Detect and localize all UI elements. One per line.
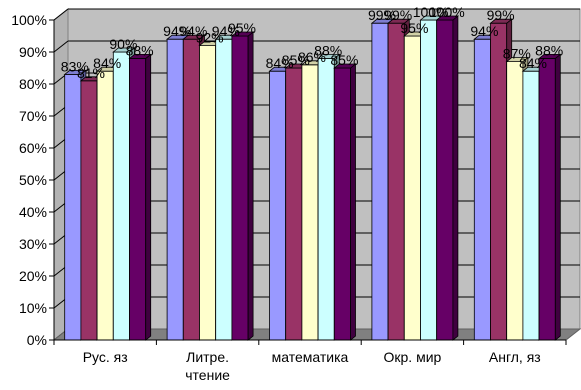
data-label: 85%	[330, 52, 358, 68]
bar-top	[333, 63, 357, 69]
gridline-side	[53, 40, 69, 53]
y-tick-label: 10%	[19, 300, 47, 316]
bar	[436, 19, 454, 341]
bar	[166, 38, 184, 341]
y-tick-label: 50%	[19, 172, 47, 188]
bar-top	[128, 54, 152, 59]
bar	[317, 58, 335, 341]
bar-top	[505, 57, 530, 62]
bar-top	[386, 18, 411, 24]
bar	[371, 22, 389, 341]
x-tick-label: Окр. мир	[383, 349, 441, 365]
data-label: 84%	[519, 55, 547, 71]
x-tick-label: Рус. яз	[83, 349, 128, 365]
data-label: 99%	[487, 7, 515, 23]
bar-top	[537, 54, 562, 59]
bar-top	[63, 70, 88, 75]
bar	[490, 22, 508, 341]
data-label: 99%	[384, 7, 412, 23]
data-label: 92%	[196, 30, 224, 46]
data-label: 100%	[413, 4, 449, 20]
y-tick-label: 70%	[19, 108, 47, 124]
data-label: 88%	[314, 42, 342, 58]
x-tick-label: Литре. чтение	[185, 349, 230, 383]
data-labels: 83%81%84%90%88%94%94%92%94%95%84%85%86%8…	[61, 4, 563, 81]
bar-top	[316, 54, 341, 59]
y-tick-label: 60%	[19, 140, 47, 156]
y-tick-label: 30%	[19, 236, 47, 252]
data-label: 88%	[126, 42, 154, 58]
bar	[522, 70, 540, 341]
data-label: 87%	[503, 46, 531, 62]
bar-side	[247, 31, 254, 341]
bars	[63, 15, 562, 341]
y-tick-label: 0%	[27, 332, 47, 348]
data-label: 94%	[179, 23, 207, 39]
bar-top	[230, 31, 255, 37]
data-label: 85%	[282, 52, 310, 68]
data-label: 83%	[61, 58, 89, 74]
data-label: 94%	[163, 23, 191, 39]
bar-top	[182, 34, 206, 40]
data-label: 84%	[93, 55, 121, 71]
bar	[403, 35, 421, 341]
data-label: 90%	[109, 36, 137, 52]
bar	[420, 19, 438, 341]
bar	[182, 38, 200, 341]
bar-top	[489, 18, 513, 24]
bar	[64, 74, 82, 341]
bar-side	[554, 53, 561, 341]
bar-side	[350, 63, 356, 341]
bar	[333, 67, 351, 341]
y-tick-label: 40%	[19, 204, 47, 220]
data-label: 81%	[77, 65, 105, 81]
bar	[129, 58, 147, 341]
y-tick-label: 100%	[11, 12, 47, 28]
bar	[231, 35, 249, 341]
bar	[96, 70, 114, 341]
x-axis: Рус. яз Литре. чтение математика Окр. мир Анг…	[53, 339, 567, 383]
bar-side	[452, 15, 459, 341]
y-tick-label: 80%	[19, 76, 47, 92]
data-label: 95%	[228, 20, 256, 36]
y-tick-label: 90%	[19, 44, 47, 60]
bar	[269, 70, 287, 341]
data-label: 88%	[535, 42, 563, 58]
bar	[112, 51, 130, 341]
bar-side	[145, 53, 152, 341]
data-label: 99%	[368, 7, 396, 23]
y-axis: 0% 10% 20% 30% 40% 50% 60% 70% 80% 90% 100%	[11, 12, 55, 348]
bar	[285, 67, 303, 341]
bar	[301, 64, 319, 341]
x-tick-label: Англ, яз	[489, 349, 541, 365]
gridline-side	[53, 8, 69, 21]
data-label: 94%	[470, 23, 498, 39]
bar	[538, 58, 556, 341]
data-label: 94%	[212, 23, 240, 39]
bar-top	[435, 15, 460, 21]
data-label: 84%	[266, 55, 294, 71]
bar	[215, 38, 233, 341]
bar-top	[112, 47, 136, 53]
data-label: 95%	[400, 20, 428, 36]
bar	[506, 61, 524, 341]
x-tick-label: математика	[272, 349, 349, 365]
bar	[473, 38, 491, 341]
bar	[199, 45, 217, 341]
y-tick-label: 20%	[19, 268, 47, 284]
data-label: 100%	[429, 4, 465, 20]
bar	[387, 22, 405, 341]
data-label: 86%	[298, 49, 326, 65]
bar	[80, 80, 98, 341]
